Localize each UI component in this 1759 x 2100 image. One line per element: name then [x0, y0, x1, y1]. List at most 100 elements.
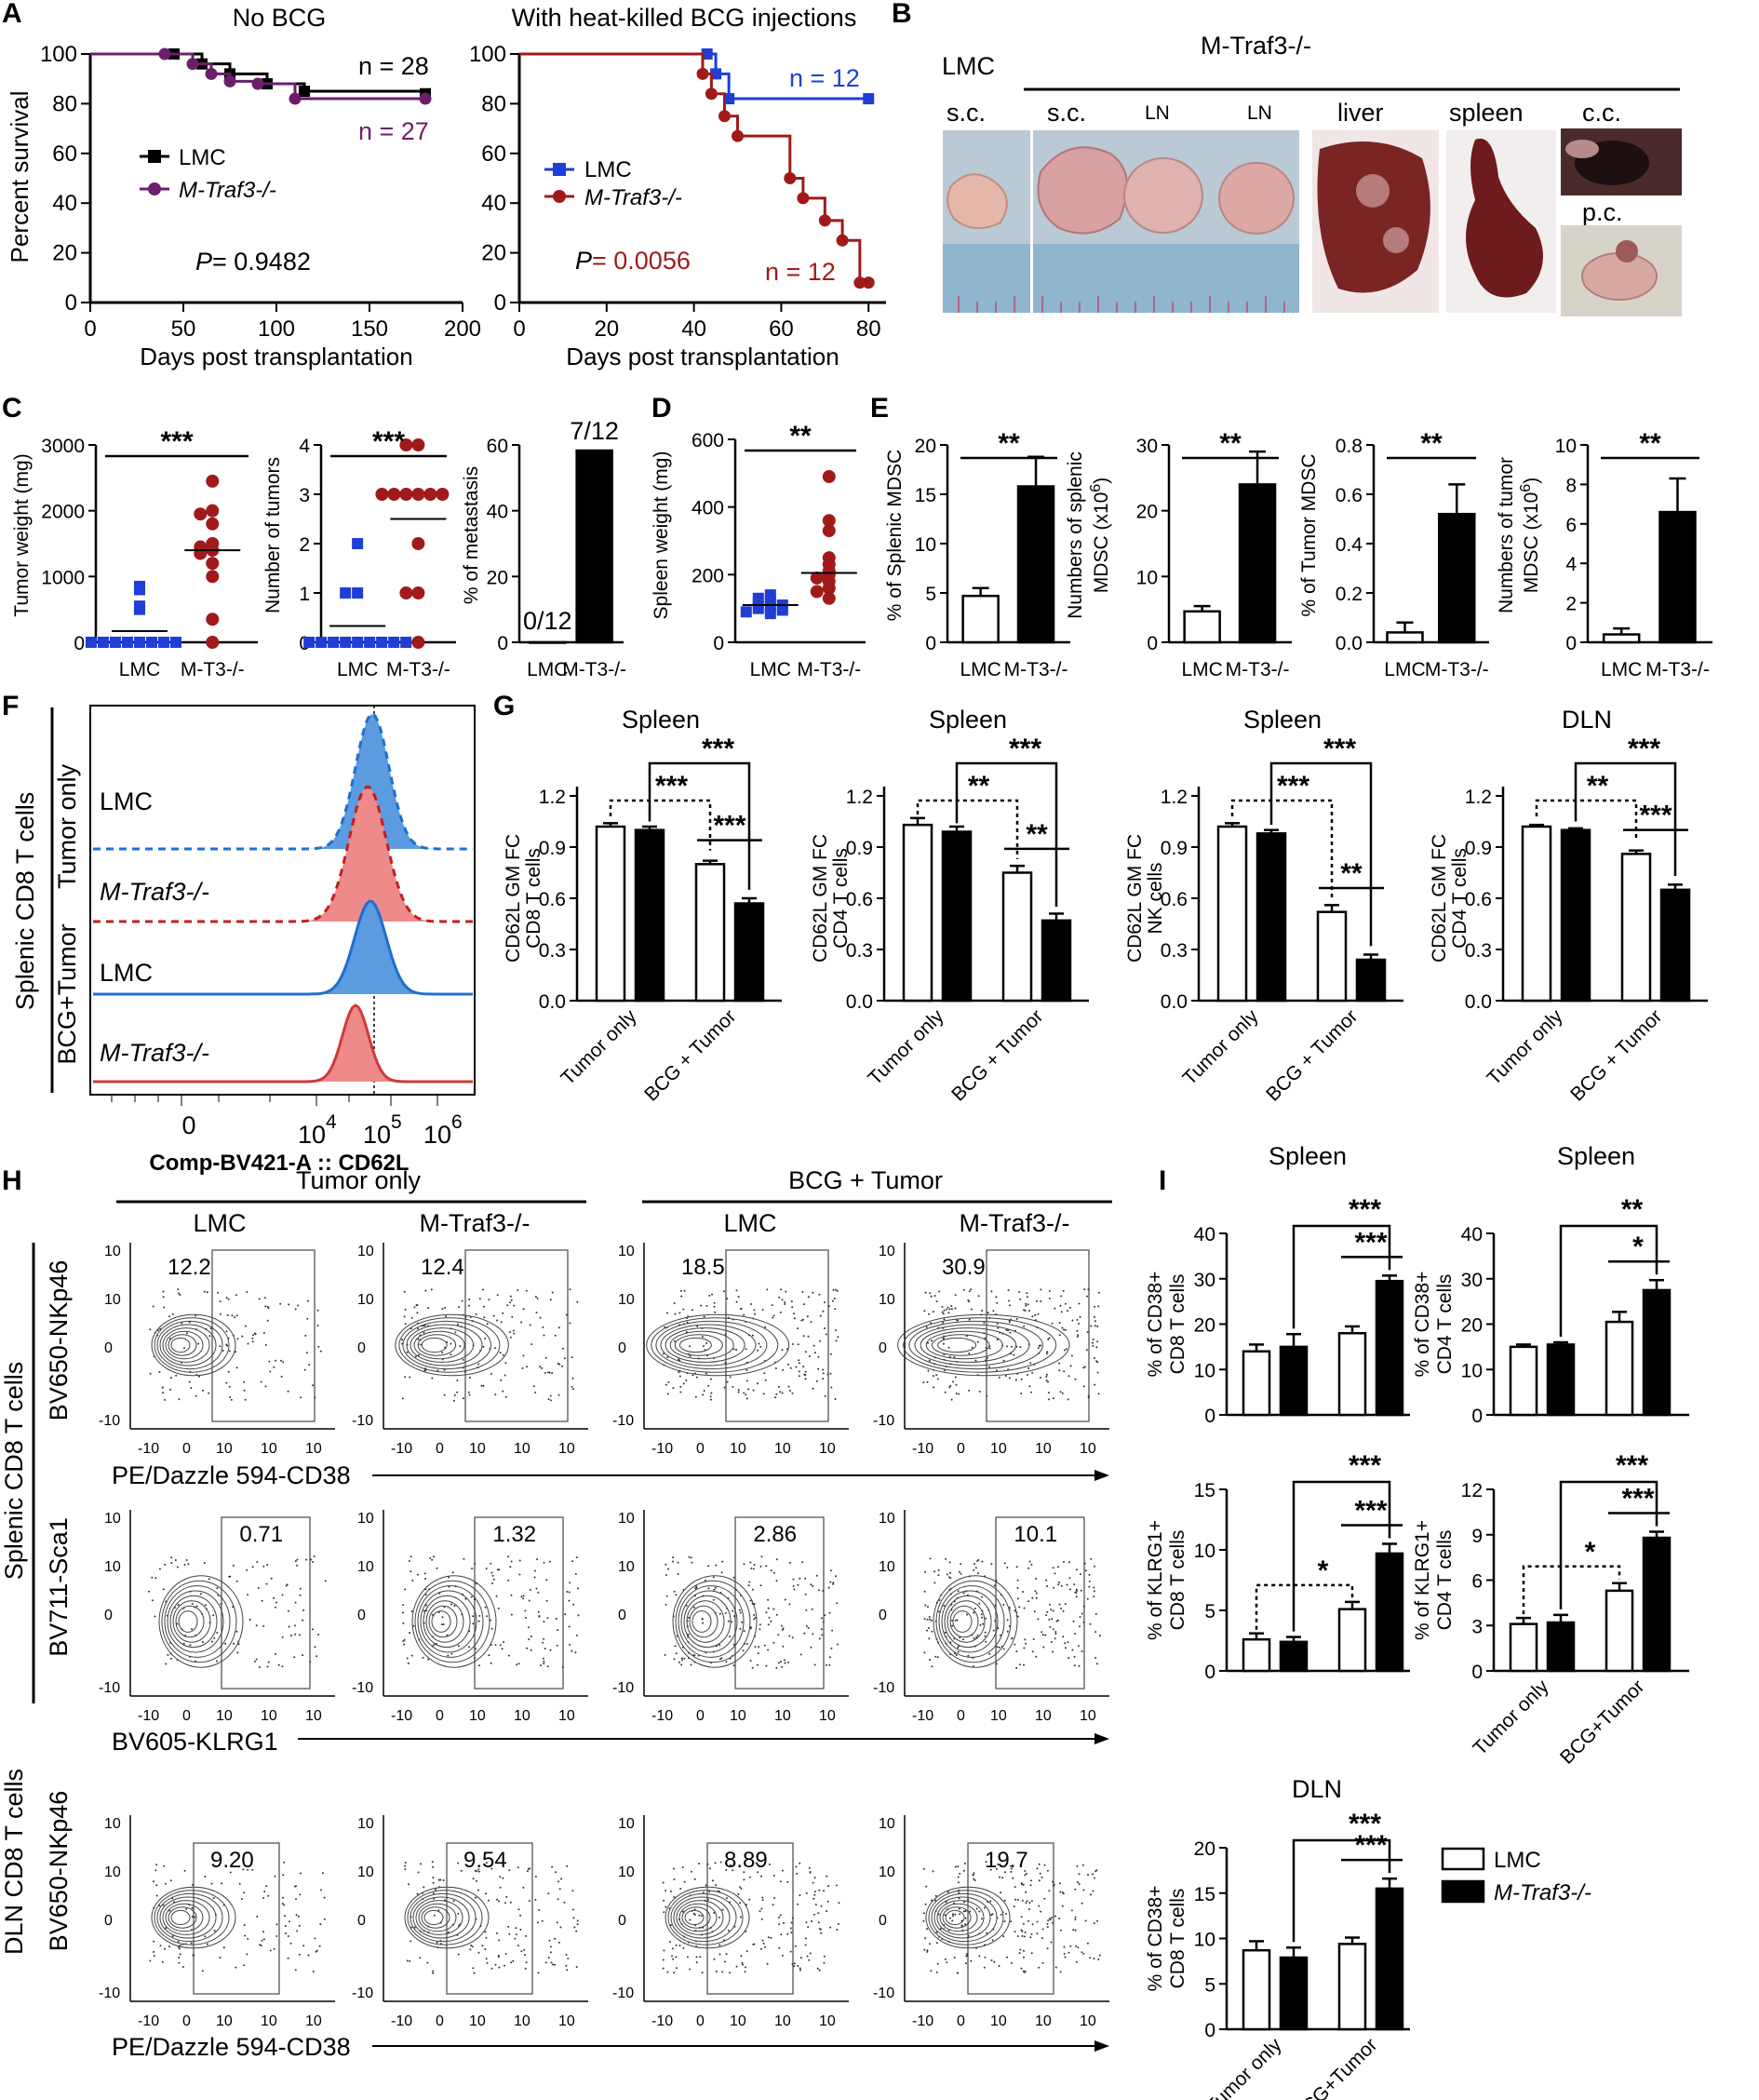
h-event-dot	[528, 1638, 530, 1641]
h-event-dot	[499, 1352, 502, 1354]
h-event-dot	[1050, 1640, 1053, 1643]
h-event-dot	[988, 1652, 991, 1655]
h-event-dot	[1057, 1583, 1060, 1586]
h-event-dot	[308, 1364, 311, 1366]
h-event-dot	[191, 1916, 194, 1918]
h-event-dot	[1051, 1917, 1054, 1919]
h-event-dot	[1081, 1902, 1083, 1905]
h-event-dot	[974, 1359, 977, 1362]
h-event-dot	[509, 1301, 512, 1304]
h-contour	[949, 1605, 979, 1638]
h-event-dot	[554, 1963, 557, 1966]
survival-line-M-Traf3-/-	[90, 52, 425, 101]
h-event-dot	[457, 1912, 460, 1915]
h-event-dot	[431, 1377, 434, 1380]
h-event-dot	[323, 1918, 326, 1920]
data-point	[121, 637, 133, 648]
h-event-dot	[690, 1556, 692, 1559]
h-event-dot	[813, 1352, 816, 1354]
h-contour	[914, 1324, 1030, 1366]
h-event-dot	[444, 1307, 447, 1309]
h-event-dot	[837, 1923, 839, 1925]
h-event-dot	[981, 1595, 983, 1598]
h-event-dot	[759, 1584, 762, 1587]
h-event-dot	[786, 1880, 789, 1883]
h-gate	[221, 1516, 311, 1689]
h-event-dot	[1054, 1915, 1056, 1918]
h-event-dot	[714, 1586, 717, 1589]
h-event-dot	[477, 1889, 479, 1891]
h-event-dot	[537, 1591, 540, 1594]
h-event-dot	[1093, 1595, 1095, 1598]
h-event-dot	[302, 1619, 304, 1622]
h-event-dot	[504, 1374, 506, 1377]
h-event-dot	[1008, 1299, 1010, 1302]
h-event-dot	[818, 1637, 821, 1640]
h-event-dot	[1036, 1299, 1038, 1302]
h-event-dot	[1047, 1919, 1050, 1922]
g-title: DLN	[1562, 706, 1612, 734]
h-event-dot	[943, 1605, 946, 1608]
h-event-dot	[759, 1628, 761, 1631]
a-left-p-label: P	[195, 248, 212, 276]
data-point	[764, 608, 776, 620]
h-event-dot	[759, 1910, 761, 1913]
i-category-label: Tumor only	[1470, 1676, 1553, 1759]
h-event-dot	[262, 1565, 265, 1568]
h-event-dot	[1068, 1588, 1071, 1591]
h-event-dot	[748, 1898, 751, 1901]
i-bar	[1605, 1589, 1634, 1673]
h-event-dot	[665, 1603, 667, 1606]
a-xtick-label: 20	[594, 316, 619, 342]
h-event-dot	[1016, 1615, 1019, 1618]
h-event-dot	[307, 1954, 310, 1957]
h-event-dot	[414, 1355, 417, 1358]
h-event-dot	[549, 1394, 552, 1397]
h-event-dot	[1060, 1295, 1063, 1298]
h-event-dot	[169, 1657, 172, 1660]
h-event-dot	[548, 1371, 551, 1374]
h-event-dot	[1027, 1600, 1030, 1603]
h-event-dot	[987, 1366, 990, 1368]
i-ylabel-2: CD8 T cells	[1167, 1889, 1188, 1989]
h-event-dot	[1093, 1586, 1095, 1589]
h-event-dot	[1033, 1610, 1036, 1613]
g-category-label: BCG + Tumor	[947, 1005, 1047, 1105]
panel-label-d: D	[651, 393, 672, 424]
h-event-dot	[780, 1933, 783, 1936]
h-event-dot	[255, 1658, 258, 1661]
h-event-dot	[960, 1563, 962, 1566]
h-event-dot	[427, 1658, 430, 1661]
h-event-dot	[537, 1972, 540, 1974]
h-gate-value: 18.5	[681, 1255, 725, 1280]
h-xtick: 10	[469, 2013, 486, 2029]
h-event-dot	[1094, 1612, 1097, 1615]
h-contour	[937, 1337, 977, 1353]
h-event-dot	[988, 1347, 991, 1350]
h-event-dot	[832, 1582, 835, 1585]
h-ytick: 0	[618, 1340, 626, 1356]
h-event-dot	[482, 1384, 485, 1387]
h-event-dot	[205, 1604, 207, 1607]
survival-marker	[299, 86, 310, 98]
h-event-dot	[442, 1879, 445, 1881]
h-event-dot	[228, 1350, 231, 1353]
data-point	[194, 546, 208, 560]
g-sig-bracket-mid	[1535, 799, 1638, 841]
h-event-dot	[561, 1666, 564, 1669]
h-event-dot	[1022, 1883, 1025, 1886]
h-event-dot	[774, 1396, 777, 1399]
h-event-dot	[536, 1558, 539, 1561]
h-event-dot	[772, 1316, 774, 1319]
h-event-dot	[572, 1917, 575, 1919]
h-event-dot	[235, 1580, 238, 1582]
h-event-dot	[750, 1567, 753, 1569]
h-event-dot	[718, 1612, 721, 1615]
h-event-dot	[939, 1928, 942, 1930]
h-gate	[725, 1249, 829, 1422]
h-contour	[414, 1580, 490, 1663]
h-event-dot	[761, 1899, 764, 1902]
h-event-dot	[749, 1599, 752, 1602]
h-event-dot	[153, 1940, 155, 1943]
h-ytick: -10	[612, 1413, 634, 1429]
